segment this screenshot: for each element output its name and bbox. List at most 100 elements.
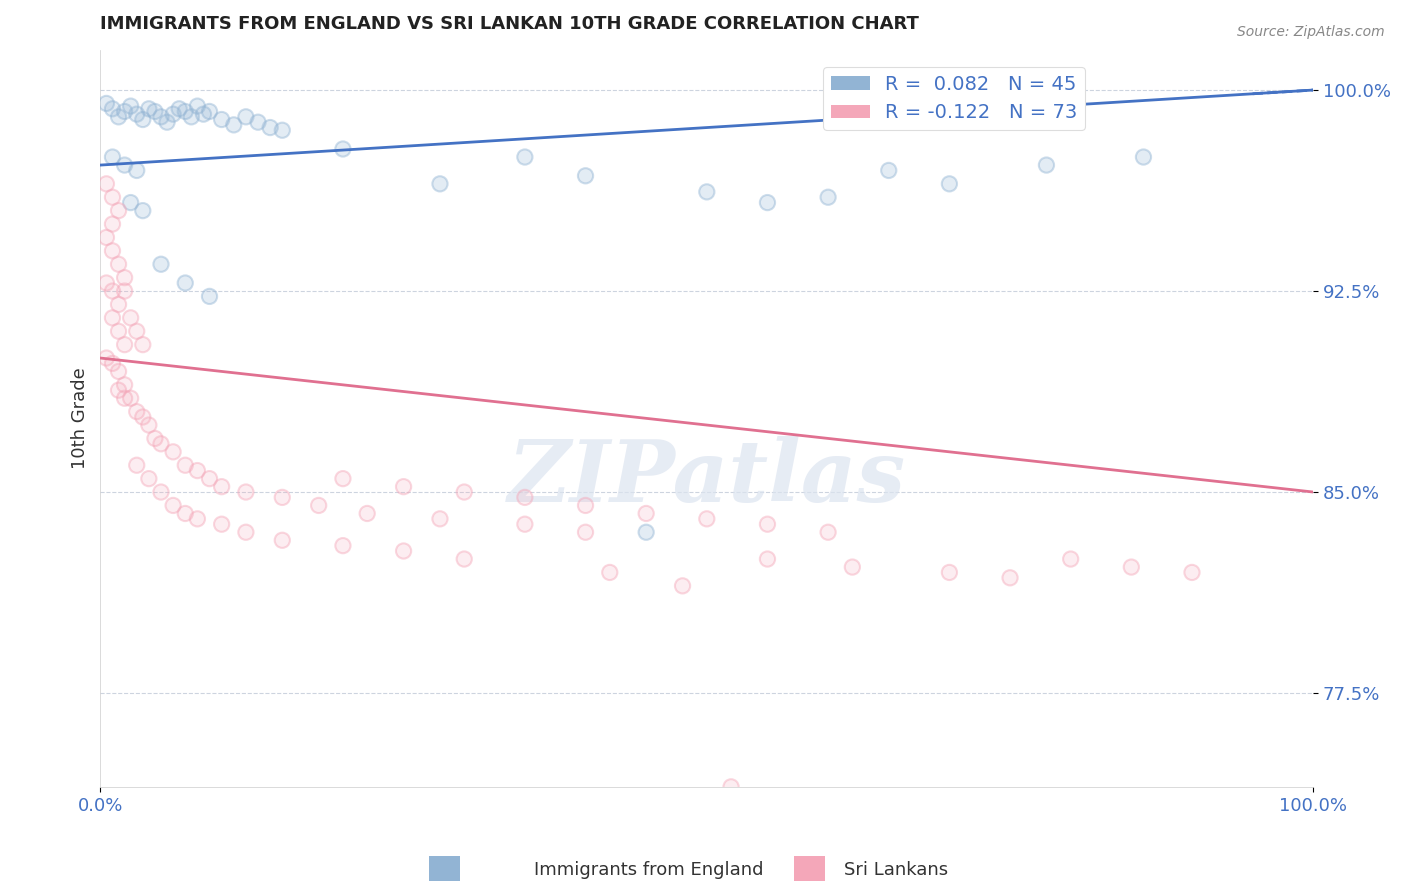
Point xyxy=(114,391,136,405)
Point xyxy=(150,110,173,124)
Point xyxy=(132,337,155,351)
Point xyxy=(107,257,129,271)
Point xyxy=(96,177,118,191)
Point xyxy=(671,579,693,593)
Point xyxy=(167,102,190,116)
Point xyxy=(101,102,124,116)
Point xyxy=(138,417,160,432)
Point xyxy=(235,110,257,124)
Point xyxy=(235,525,257,540)
Point xyxy=(696,185,718,199)
Point xyxy=(356,507,378,521)
Point xyxy=(513,491,536,505)
Point xyxy=(143,432,166,446)
Point xyxy=(114,104,136,119)
Point xyxy=(143,432,166,446)
Point xyxy=(235,485,257,500)
Point xyxy=(101,310,124,325)
Point xyxy=(114,284,136,298)
Point xyxy=(332,472,354,486)
Point xyxy=(308,499,330,513)
Point xyxy=(938,566,960,580)
Point xyxy=(107,324,129,338)
Point xyxy=(114,337,136,351)
Point xyxy=(101,356,124,370)
Point xyxy=(211,517,233,532)
Point xyxy=(696,793,718,807)
Point xyxy=(513,517,536,532)
Point xyxy=(817,190,839,204)
Point xyxy=(114,158,136,172)
Point xyxy=(198,472,221,486)
Point xyxy=(96,96,118,111)
Point xyxy=(132,112,155,127)
Point xyxy=(150,437,173,451)
Point xyxy=(107,203,129,218)
Point xyxy=(211,480,233,494)
Point xyxy=(150,485,173,500)
Point xyxy=(308,499,330,513)
Point xyxy=(332,539,354,553)
Point xyxy=(574,499,596,513)
Legend: R =  0.082   N = 45, R = -0.122   N = 73: R = 0.082 N = 45, R = -0.122 N = 73 xyxy=(823,67,1085,130)
Point xyxy=(101,102,124,116)
Point xyxy=(574,499,596,513)
Point xyxy=(125,404,148,418)
Point xyxy=(1132,150,1154,164)
Point xyxy=(720,780,742,794)
Point xyxy=(120,391,142,405)
Point xyxy=(174,276,197,290)
Point xyxy=(513,517,536,532)
Point xyxy=(222,118,245,132)
Point xyxy=(107,324,129,338)
Point xyxy=(186,512,208,526)
Point xyxy=(120,391,142,405)
Point xyxy=(1132,150,1154,164)
Point xyxy=(96,96,118,111)
Point xyxy=(429,177,451,191)
Point xyxy=(235,110,257,124)
Point xyxy=(756,195,779,210)
Point xyxy=(271,491,294,505)
Point xyxy=(817,525,839,540)
Point xyxy=(198,289,221,303)
Point xyxy=(998,571,1021,585)
Point xyxy=(162,445,184,459)
Point xyxy=(574,169,596,183)
Point xyxy=(756,517,779,532)
Point xyxy=(1035,158,1057,172)
Point xyxy=(186,464,208,478)
Point xyxy=(156,115,179,129)
Point xyxy=(125,324,148,338)
Point xyxy=(841,560,863,574)
Point xyxy=(114,391,136,405)
Point xyxy=(96,351,118,365)
Point xyxy=(1060,552,1083,566)
Point xyxy=(211,480,233,494)
Point xyxy=(156,115,179,129)
Point xyxy=(101,217,124,231)
Point xyxy=(96,276,118,290)
Point xyxy=(332,472,354,486)
Point xyxy=(150,257,173,271)
Point xyxy=(107,110,129,124)
Point xyxy=(453,485,475,500)
Point xyxy=(150,485,173,500)
Point xyxy=(756,195,779,210)
Point xyxy=(756,517,779,532)
Point xyxy=(998,571,1021,585)
Point xyxy=(817,190,839,204)
Point xyxy=(107,383,129,397)
Point xyxy=(107,203,129,218)
Point xyxy=(938,177,960,191)
Point xyxy=(429,177,451,191)
Point xyxy=(271,123,294,137)
Point xyxy=(696,185,718,199)
Point xyxy=(101,217,124,231)
Point xyxy=(198,472,221,486)
Point xyxy=(259,120,281,135)
Point xyxy=(96,177,118,191)
Text: Immigrants from England: Immigrants from England xyxy=(534,861,763,879)
Point xyxy=(143,104,166,119)
Point xyxy=(453,485,475,500)
